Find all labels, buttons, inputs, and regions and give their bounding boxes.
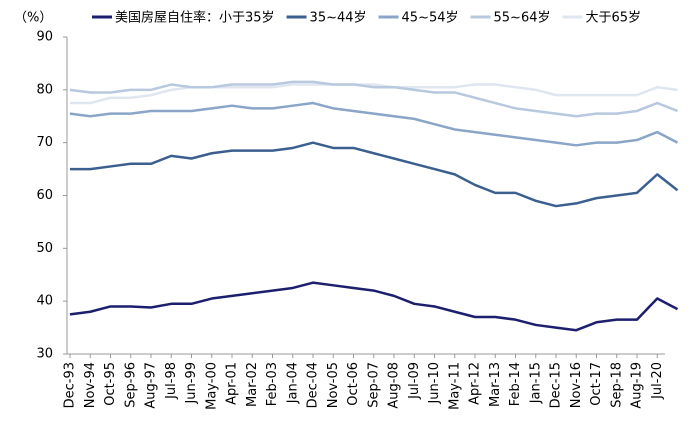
x-tick-label: Oct-95 bbox=[103, 362, 118, 406]
y-tick-label: 50 bbox=[36, 241, 53, 256]
x-tick-label: Jul-09 bbox=[407, 362, 422, 400]
y-tick-label: 90 bbox=[36, 30, 53, 45]
series-line bbox=[69, 80, 678, 118]
x-tick-label: Aug-97 bbox=[144, 362, 159, 409]
x-tick-label: Dec-93 bbox=[63, 362, 78, 408]
y-tick-label: 30 bbox=[36, 347, 53, 362]
x-tick-label: Oct-17 bbox=[589, 362, 604, 406]
x-tick-label: Sep-07 bbox=[366, 362, 381, 408]
x-tick-label: Aug-08 bbox=[387, 362, 402, 409]
x-tick-label: Nov-05 bbox=[326, 362, 341, 408]
legend-label: 55~64岁 bbox=[494, 11, 551, 26]
legend-label: 美国房屋自住率：小于35岁 bbox=[115, 10, 275, 26]
x-tick-label: Jun-10 bbox=[427, 362, 442, 405]
x-tick-label: Jan-04 bbox=[285, 362, 300, 404]
x-tick-label: Jul-98 bbox=[164, 362, 179, 400]
x-tick-label: Apr-12 bbox=[468, 362, 483, 405]
x-tick-label: Nov-16 bbox=[569, 362, 584, 408]
y-tick-label: 40 bbox=[36, 294, 53, 309]
x-tick-label: Mar-13 bbox=[488, 362, 503, 407]
x-tick-label: Sep-96 bbox=[123, 362, 138, 408]
x-tick-label: Feb-14 bbox=[508, 362, 523, 406]
x-tick-label: Nov-94 bbox=[83, 362, 98, 408]
legend-label: 大于65岁 bbox=[586, 11, 642, 26]
x-tick-label: Sep-18 bbox=[609, 362, 624, 408]
y-tick-label: 60 bbox=[36, 188, 53, 203]
x-tick-label: Oct-06 bbox=[346, 362, 361, 406]
x-tick-label: May-11 bbox=[447, 362, 462, 410]
x-tick-label: Apr-01 bbox=[225, 362, 240, 405]
series-line bbox=[70, 141, 679, 208]
series-line bbox=[69, 281, 679, 332]
x-tick-label: Jul-20 bbox=[650, 362, 665, 400]
x-tick-label: May-00 bbox=[204, 362, 219, 410]
y-unit-label: （%） bbox=[14, 11, 52, 26]
x-tick-label: Mar-02 bbox=[245, 362, 260, 407]
y-tick-label: 70 bbox=[36, 135, 53, 150]
x-tick-label: Jun-99 bbox=[184, 362, 199, 405]
legend-label: 35~44岁 bbox=[310, 11, 367, 26]
series-line bbox=[69, 101, 679, 147]
x-tick-label: Dec-04 bbox=[306, 362, 321, 408]
x-tick-label: Dec-15 bbox=[549, 362, 564, 408]
x-tick-label: Jan-15 bbox=[528, 362, 543, 404]
legend-label: 45~54岁 bbox=[402, 11, 459, 26]
x-tick-label: Aug-19 bbox=[630, 362, 645, 409]
y-tick-label: 80 bbox=[36, 82, 53, 97]
series-line bbox=[70, 83, 678, 105]
x-tick-label: Feb-03 bbox=[265, 362, 280, 406]
